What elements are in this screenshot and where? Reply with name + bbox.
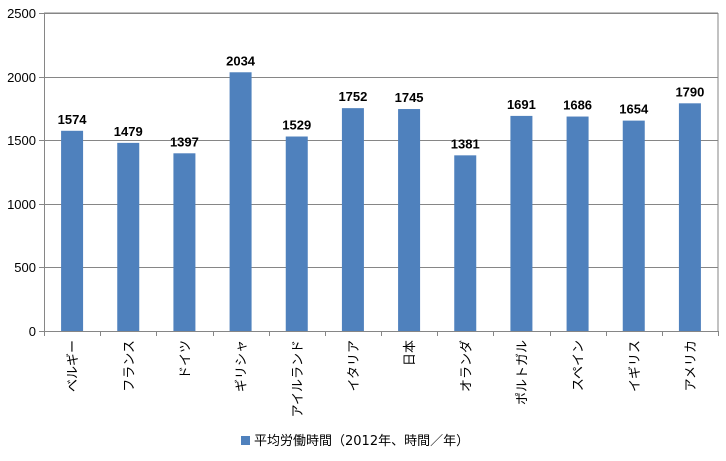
x-category-label: イタリア [347,340,362,391]
gridlines [44,12,719,331]
data-label: 1752 [338,89,367,104]
x-axis: ベルギー フランス ドイツ ギリシャ アイルランド イタリア 日本 オランダ ポルトガル スペイン… [44,331,719,417]
y-tick-label: 2000 [7,70,36,85]
x-category-label: アイルランド [291,340,306,417]
bar [229,72,252,331]
x-category-label: フランス [122,340,137,392]
bar [285,136,308,331]
bar-series [61,72,701,331]
x-category-label: 日本 [403,340,418,366]
x-category-label: スペイン [572,340,587,391]
bar [678,103,701,331]
bar [61,130,84,331]
data-labels: 1574 1479 1397 2034 1529 1752 1745 1381 1691 1686… [58,53,705,151]
x-category-label: オランダ [459,340,474,392]
data-label: 1397 [170,134,199,149]
x-category-label: ベルギー [66,340,81,392]
legend-label: 平均労働時間（2012年、時間／年） [254,434,469,449]
data-label: 1574 [58,112,88,127]
data-label: 1790 [675,84,704,99]
bar [117,142,140,331]
data-label: 2034 [226,53,256,68]
y-tick-label: 1000 [7,197,36,212]
bar [341,108,364,331]
legend-swatch [241,436,250,445]
data-label: 1745 [395,90,424,105]
data-label: 1691 [507,97,536,112]
bar [566,116,589,331]
x-category-label: ドイツ [178,340,193,379]
y-tick-label: 0 [29,324,36,339]
legend: 平均労働時間（2012年、時間／年） [241,434,469,449]
data-label: 1381 [451,136,480,151]
bar [510,115,533,331]
bar [398,109,421,331]
y-tick-label: 2500 [7,6,36,21]
data-label: 1529 [282,118,311,133]
data-label: 1686 [563,98,592,113]
x-category-label: ポルトガル [515,340,530,405]
data-label: 1479 [114,124,143,139]
x-category-label: イギリス [628,340,643,392]
y-tick-label: 500 [14,260,36,275]
y-axis: 0 500 1000 1500 2000 2500 [7,6,45,339]
data-label: 1654 [619,102,649,117]
y-tick-label: 1500 [7,133,36,148]
x-category-label: アメリカ [684,340,699,391]
bar [622,120,645,331]
bar [454,155,477,331]
bar [173,153,196,331]
x-category-label: ギリシャ [235,340,250,392]
